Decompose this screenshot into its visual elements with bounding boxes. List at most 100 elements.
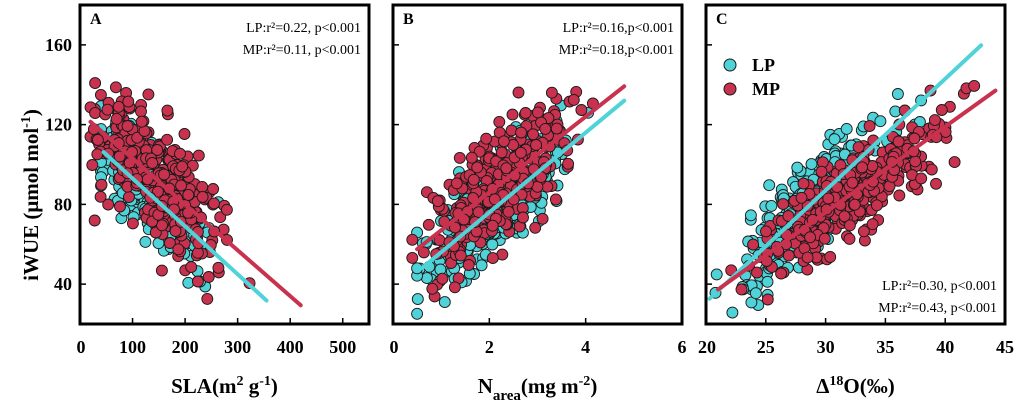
- point-mp: [893, 189, 906, 202]
- points-a: [84, 77, 256, 305]
- point-mp: [449, 221, 461, 234]
- panel-c-annotation-lp: LP:r²=0.30, p<0.001: [882, 279, 997, 294]
- point-mp: [467, 173, 480, 186]
- point-mp: [155, 264, 168, 277]
- point-mp: [95, 178, 108, 191]
- legend-mp-label: MP: [752, 79, 780, 99]
- panel-c-annotation-mp: MP:r²=0.43, p<0.001: [878, 301, 997, 316]
- point-mp: [497, 135, 510, 148]
- point-mp: [930, 177, 942, 190]
- point-lp: [805, 158, 818, 171]
- point-mp: [915, 172, 928, 185]
- panel-b-x-axis-label: Narea(mg m-2): [478, 374, 598, 404]
- point-mp: [575, 104, 588, 116]
- legend-mp-marker: [723, 82, 737, 96]
- point-mp: [86, 159, 99, 171]
- point-mp: [815, 165, 828, 178]
- x-tick-label: 2: [485, 337, 494, 357]
- point-mp: [782, 210, 795, 222]
- point-mp: [131, 131, 144, 144]
- trend-line-mp: [415, 84, 627, 252]
- point-mp: [735, 283, 748, 296]
- point-mp: [142, 88, 155, 101]
- x-tick-label: 4: [581, 337, 590, 357]
- point-mp: [514, 146, 527, 159]
- point-mp: [436, 272, 449, 285]
- ticks-b: 0 2 4 6: [390, 44, 687, 357]
- point-mp: [121, 120, 134, 132]
- point-lp: [726, 306, 739, 319]
- point-mp: [838, 210, 851, 223]
- point-mp: [417, 246, 430, 259]
- point-mp: [822, 192, 835, 205]
- point-mp: [725, 264, 738, 277]
- point-mp: [161, 104, 174, 117]
- point-mp: [135, 115, 148, 128]
- x-tick-label: 100: [119, 337, 146, 357]
- point-lp: [420, 272, 433, 285]
- point-mp: [843, 232, 856, 245]
- point-mp: [892, 135, 905, 148]
- point-mp: [500, 162, 513, 175]
- point-lp: [438, 296, 451, 309]
- x-tick-label: 6: [678, 337, 687, 357]
- point-mp: [220, 203, 233, 216]
- point-mp: [169, 225, 182, 238]
- point-mp: [161, 133, 174, 146]
- point-mp: [506, 108, 519, 121]
- point-mp: [928, 114, 941, 127]
- y-tick-label: 120: [45, 115, 72, 135]
- point-mp: [968, 79, 981, 92]
- point-lp: [475, 259, 488, 272]
- point-mp: [94, 190, 107, 203]
- x-tick-label: 40: [936, 337, 954, 357]
- point-mp: [123, 191, 135, 203]
- x-tick-label: 20: [698, 337, 716, 357]
- trend-line-lp: [707, 43, 984, 301]
- point-mp: [797, 177, 810, 190]
- point-lp: [744, 209, 757, 222]
- panel-a-frame: [78, 3, 371, 326]
- point-mp: [488, 193, 501, 206]
- panel-a: 0 100 200 300 400 500 40 80 120 160 A LP:r²=0.22,…: [45, 3, 371, 398]
- point-mp: [775, 267, 788, 280]
- point-mp: [760, 225, 772, 238]
- point-lp: [840, 122, 853, 135]
- x-tick-label: 300: [224, 337, 251, 357]
- y-tick-label: 40: [54, 274, 72, 294]
- point-mp: [126, 217, 139, 230]
- trend-line-mp: [716, 88, 998, 292]
- panel-a-letter: A: [90, 11, 102, 28]
- point-mp: [527, 128, 540, 141]
- point-mp: [539, 122, 552, 135]
- point-mp: [426, 282, 439, 295]
- point-mp: [110, 112, 123, 125]
- point-mp: [517, 211, 529, 224]
- point-lp: [874, 115, 887, 128]
- point-mp: [761, 293, 774, 306]
- point-mp: [196, 180, 209, 193]
- point-mp: [163, 237, 176, 249]
- panel-a-annotation-lp: LP:r²=0.22, p<0.001: [246, 21, 361, 36]
- legend-lp-marker: [723, 58, 737, 72]
- y-tick-label: 80: [54, 194, 72, 214]
- point-mp: [493, 115, 506, 128]
- point-mp: [431, 195, 444, 208]
- point-mp: [804, 231, 817, 244]
- point-mp: [201, 292, 214, 305]
- point-lp: [749, 287, 762, 300]
- point-mp: [192, 149, 205, 162]
- point-mp: [549, 193, 562, 206]
- point-mp: [925, 163, 938, 176]
- point-mp: [471, 161, 484, 174]
- panel-c: 20 25 30 35 40 45 C LP:r²=0.30, p<0.001 MP:r²…: [698, 3, 1014, 398]
- point-lp: [710, 268, 723, 281]
- trend-line-lp: [419, 98, 627, 271]
- point-mp: [857, 225, 870, 238]
- point-mp: [202, 271, 215, 283]
- point-mp: [91, 133, 104, 146]
- point-mp: [866, 218, 879, 231]
- panel-b-annotation-lp: LP:r²=0.16,p<0.001: [563, 21, 674, 36]
- point-mp: [175, 179, 188, 192]
